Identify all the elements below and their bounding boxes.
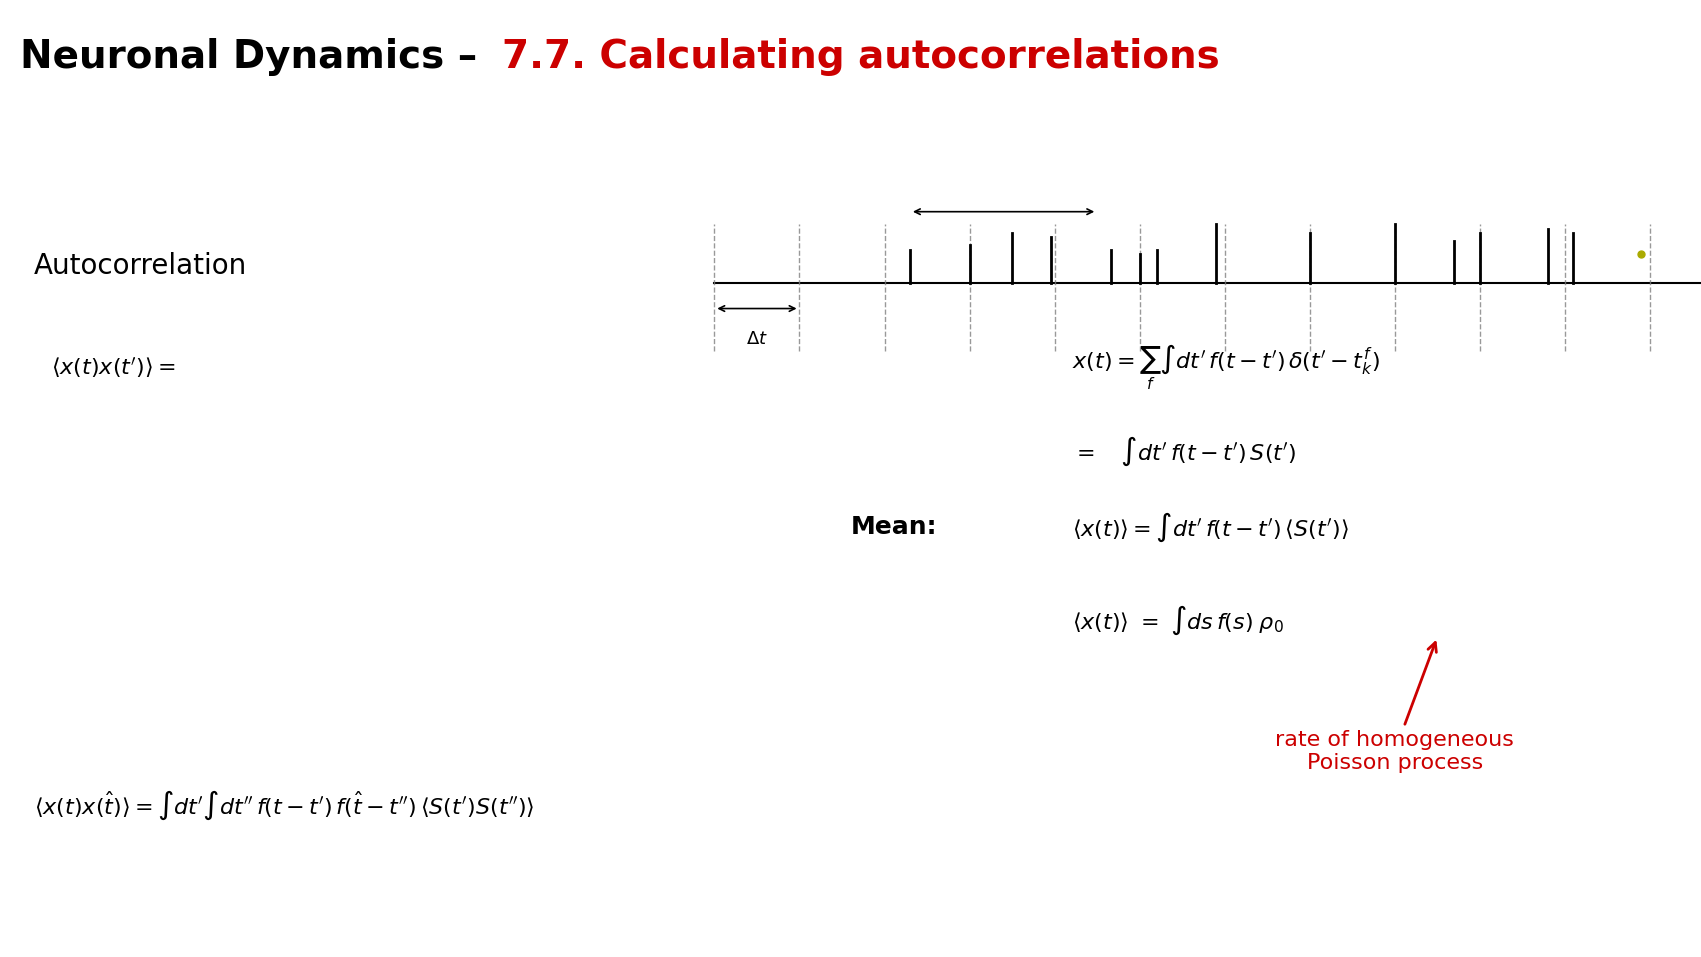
Text: Neuronal Dynamics –: Neuronal Dynamics – xyxy=(20,38,492,77)
Text: $\langle x(t)x(\hat{t})\rangle = \int dt^{\prime}\int dt^{\prime\prime}\, f(t-t^: $\langle x(t)x(\hat{t})\rangle = \int dt… xyxy=(34,789,534,822)
Text: $\langle x(t)\rangle \ = \ \int ds\, f(s)\; \rho_0$: $\langle x(t)\rangle \ = \ \int ds\, f(s… xyxy=(1072,604,1283,636)
Text: $\langle x(t)\rangle = \int dt^{\prime}\, f(t-t^{\prime})\,\langle S(t^{\prime}): $\langle x(t)\rangle = \int dt^{\prime}\… xyxy=(1072,511,1349,545)
Text: $x(t) = \sum_f \int dt^{\prime}\, f(t-t^{\prime})\,\delta(t^{\prime}-t_k^f)$: $x(t) = \sum_f \int dt^{\prime}\, f(t-t^… xyxy=(1072,343,1380,392)
Text: $\langle x(t)x(t')\rangle =$: $\langle x(t)x(t')\rangle =$ xyxy=(51,355,175,380)
Text: Mean:: Mean: xyxy=(850,516,937,540)
Text: Autocorrelation: Autocorrelation xyxy=(34,253,247,280)
Text: rate of homogeneous
Poisson process: rate of homogeneous Poisson process xyxy=(1276,642,1514,773)
Text: $= \quad \int dt^{\prime}\, f(t-t^{\prime})\,S(t^{\prime})$: $= \quad \int dt^{\prime}\, f(t-t^{\prim… xyxy=(1072,435,1296,468)
Text: $\Delta t$: $\Delta t$ xyxy=(747,329,767,347)
Text: 7.7. Calculating autocorrelations: 7.7. Calculating autocorrelations xyxy=(502,38,1220,77)
